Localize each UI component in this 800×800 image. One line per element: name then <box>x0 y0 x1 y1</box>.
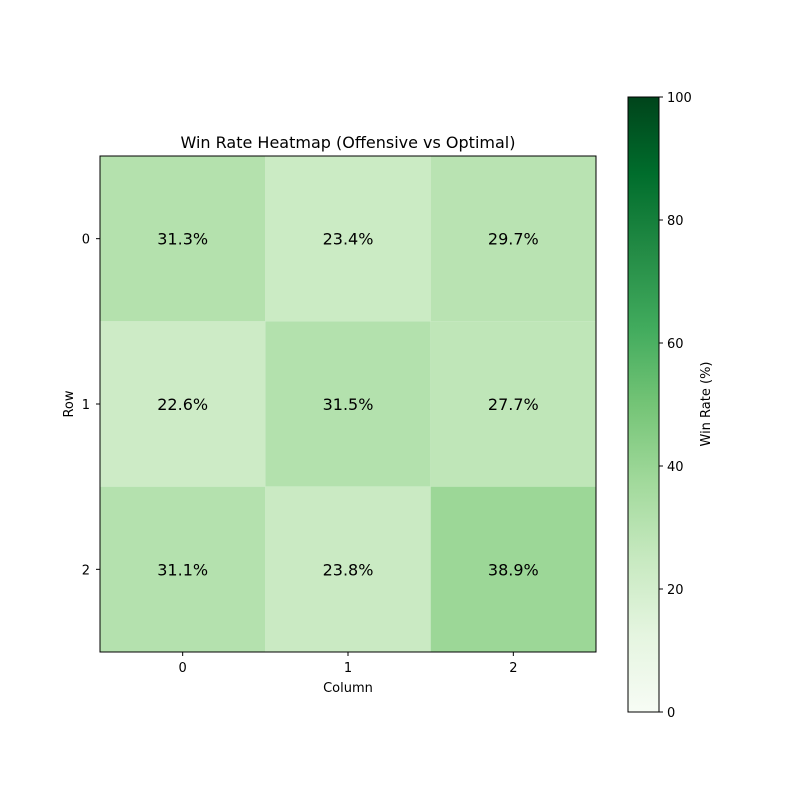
heatmap-cell <box>430 321 596 487</box>
y-tick-label: 1 <box>82 398 90 413</box>
x-axis-ticks: 0 1 2 <box>179 652 517 676</box>
x-tick-label: 2 <box>509 661 517 676</box>
colorbar-tick-label: 40 <box>667 460 684 475</box>
cell-value-label: 31.3% <box>157 230 208 249</box>
y-tick-label: 0 <box>82 233 90 248</box>
cell-value-label: 23.4% <box>323 230 374 249</box>
colorbar <box>627 96 660 713</box>
cell-value-label: 29.7% <box>488 230 539 249</box>
heatmap-cell <box>430 486 596 652</box>
colorbar-tick-label: 20 <box>667 583 684 598</box>
cell-value-label: 31.5% <box>323 395 374 414</box>
heatmap-cell <box>430 156 596 322</box>
colorbar-tick-label: 100 <box>667 91 692 106</box>
heatmap-cell <box>100 486 266 652</box>
colorbar-tick-label: 0 <box>667 706 675 721</box>
heatmap-cell <box>100 321 266 487</box>
y-tick-label: 2 <box>82 563 90 578</box>
colorbar-tick-label: 80 <box>667 214 684 229</box>
x-tick-label: 1 <box>344 661 352 676</box>
colorbar-tick-label: 60 <box>667 337 684 352</box>
cell-value-label: 23.8% <box>323 560 374 579</box>
colorbar-ticks: 0 20 40 60 80 100 <box>659 91 692 721</box>
cell-value-label: 22.6% <box>157 395 208 414</box>
heatmap-cell <box>265 486 431 652</box>
heatmap-cell-labels: 31.3% 23.4% 29.7% 22.6% 31.5% 27.7% 31.1% 23.8%… <box>157 230 538 580</box>
cell-value-label: 31.1% <box>157 560 208 579</box>
cell-value-label: 38.9% <box>488 560 539 579</box>
heatmap-cell <box>265 321 431 487</box>
heatmap-cells <box>100 156 596 652</box>
cell-value-label: 27.7% <box>488 395 539 414</box>
colorbar-label: Win Rate (%) <box>699 362 714 447</box>
y-axis-ticks: 0 1 2 <box>82 233 100 578</box>
x-axis-label: Column <box>323 681 373 696</box>
chart-title: Win Rate Heatmap (Offensive vs Optimal) <box>181 133 516 152</box>
heatmap-cell <box>100 156 266 322</box>
x-tick-label: 0 <box>179 661 187 676</box>
y-axis-label: Row <box>62 390 77 417</box>
heatmap-cell <box>265 156 431 322</box>
